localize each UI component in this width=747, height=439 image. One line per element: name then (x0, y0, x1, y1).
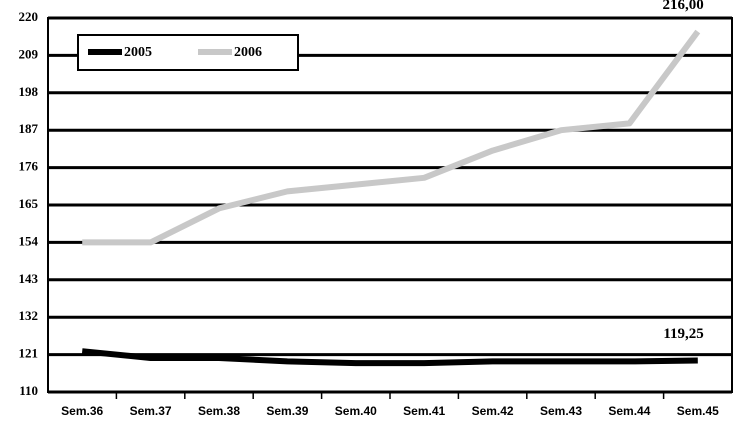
y-tick-label: 220 (19, 9, 39, 24)
x-tick-label: Sem.36 (61, 404, 103, 418)
x-tick-label: Sem.42 (472, 404, 514, 418)
y-tick-label: 198 (19, 84, 39, 99)
legend-label: 2005 (124, 45, 152, 60)
x-tick-label: Sem.37 (130, 404, 172, 418)
y-tick-label: 165 (19, 196, 39, 211)
y-tick-label: 187 (19, 121, 39, 136)
data-label: 216,00 (663, 0, 704, 13)
x-tick-label: Sem.44 (608, 404, 650, 418)
x-tick-label: Sem.40 (335, 404, 377, 418)
data-label: 119,25 (663, 326, 703, 342)
series-line (82, 29, 701, 246)
y-tick-label: 154 (19, 233, 39, 248)
y-tick-label: 110 (19, 383, 38, 398)
y-tick-label: 209 (19, 46, 39, 61)
x-tick-label: Sem.38 (198, 404, 240, 418)
x-tick-label: Sem.43 (540, 404, 582, 418)
y-tick-label: 143 (19, 271, 39, 286)
x-tick-label: Sem.41 (403, 404, 445, 418)
y-tick-label: 176 (19, 159, 39, 174)
x-tick-label: Sem.45 (677, 404, 719, 418)
x-tick-label: Sem.39 (266, 404, 308, 418)
legend-label: 2006 (234, 45, 262, 60)
series-line (81, 348, 698, 367)
y-tick-label: 132 (19, 308, 39, 323)
y-tick-label: 121 (19, 346, 39, 361)
